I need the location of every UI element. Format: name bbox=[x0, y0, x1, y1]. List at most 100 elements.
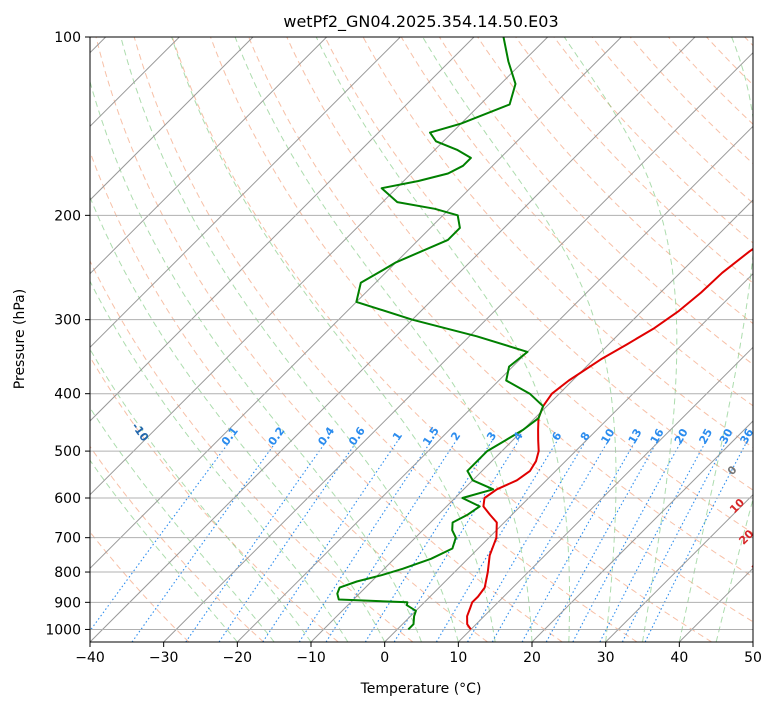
moist-adiabat-line bbox=[715, 497, 753, 642]
y-tick-label: 700 bbox=[54, 531, 81, 547]
x-tick-label: −30 bbox=[149, 650, 179, 666]
mixing-ratio-label: 1.5 bbox=[420, 425, 442, 448]
mixing-ratio-label: 1 bbox=[390, 429, 405, 443]
y-tick-label: 400 bbox=[54, 387, 81, 403]
wet-bulb-label: 20 bbox=[736, 527, 756, 547]
mixing-ratio-line bbox=[393, 440, 520, 642]
dry-adiabat-line bbox=[210, 37, 753, 623]
x-tick-label: 50 bbox=[744, 650, 762, 666]
isotherm-line bbox=[90, 37, 622, 570]
mixing-ratio-label: 16 bbox=[648, 426, 667, 446]
isotherm-line bbox=[90, 37, 549, 496]
isotherm-line bbox=[531, 420, 753, 642]
potential-temperature-label: -10 bbox=[129, 420, 151, 444]
isotherm-line bbox=[90, 37, 696, 642]
dry-adiabat-line bbox=[591, 37, 753, 204]
isotherm-line bbox=[605, 493, 753, 642]
x-tick-label: 40 bbox=[670, 650, 688, 666]
mixing-ratio-label: 8 bbox=[578, 430, 593, 443]
temperature-profile-line bbox=[466, 247, 753, 630]
wet-bulb-label: 40 bbox=[762, 583, 775, 603]
mixing-ratio-line bbox=[521, 440, 637, 642]
mixing-ratio-label: 6 bbox=[549, 429, 564, 443]
mixing-ratio-label: 0.1 bbox=[219, 425, 241, 448]
x-tick-label: 30 bbox=[597, 650, 615, 666]
dry-adiabat-line bbox=[90, 445, 264, 642]
moist-adiabat-line bbox=[315, 37, 570, 642]
mixing-ratio-line bbox=[90, 440, 231, 632]
mixing-ratio-line bbox=[572, 440, 683, 642]
dry-adiabat-line bbox=[90, 259, 414, 642]
data-series bbox=[336, 37, 753, 631]
y-tick-label: 1000 bbox=[45, 622, 81, 638]
isotherm-line bbox=[163, 51, 753, 642]
dry-adiabat-line bbox=[171, 37, 712, 642]
isotherm-line bbox=[310, 199, 753, 642]
isotherm-line bbox=[384, 272, 753, 642]
mixing-ratio-label: 13 bbox=[626, 426, 645, 446]
y-tick-label: 100 bbox=[54, 30, 81, 46]
mixing-ratio-label: 20 bbox=[672, 426, 691, 446]
background-lines bbox=[90, 37, 753, 642]
dry-adiabat-line bbox=[90, 356, 339, 642]
y-tick-label: 900 bbox=[54, 595, 81, 611]
mixing-ratio-line bbox=[262, 440, 399, 642]
y-axis-label: Pressure (hPa) bbox=[12, 289, 28, 389]
mixing-ratio-line bbox=[131, 440, 278, 642]
mixing-ratio-line bbox=[325, 440, 457, 642]
mixing-ratio-label: 4 bbox=[511, 429, 526, 443]
dry-adiabat-line bbox=[668, 37, 753, 125]
mixing-ratio-line bbox=[364, 440, 493, 642]
x-tick-label: 0 bbox=[380, 650, 389, 666]
mixing-ratio-line bbox=[491, 440, 609, 642]
x-tick-label: 20 bbox=[523, 650, 541, 666]
isotherm-line bbox=[678, 567, 753, 642]
isotherm-line bbox=[90, 37, 254, 201]
y-tick-label: 500 bbox=[54, 444, 81, 460]
moist-adiabat-line bbox=[90, 459, 238, 642]
dry-adiabat-line bbox=[477, 37, 753, 325]
mixing-ratio-label: 2 bbox=[448, 430, 463, 444]
moist-adiabat-line bbox=[678, 37, 753, 642]
dry-adiabat-line bbox=[90, 150, 488, 642]
y-tick-label: 200 bbox=[54, 208, 81, 224]
x-tick-label: 10 bbox=[449, 650, 467, 666]
dry-adiabat-line bbox=[90, 531, 190, 642]
axes: −40 −30 −20 −10 0 10 20 30 40 5010020030040050060… bbox=[45, 30, 762, 666]
isotherm-line bbox=[752, 641, 753, 642]
dry-adiabat-line bbox=[286, 37, 753, 534]
x-tick-label: −20 bbox=[223, 650, 253, 666]
x-tick-label: −40 bbox=[75, 650, 105, 666]
y-tick-label: 600 bbox=[54, 491, 81, 507]
mixing-ratio-line bbox=[621, 440, 728, 642]
dry-adiabat-line bbox=[744, 37, 753, 47]
moist-adiabat-line bbox=[90, 406, 275, 642]
mixing-ratio-line bbox=[185, 440, 328, 642]
mixing-ratio-line bbox=[298, 440, 432, 642]
wet-bulb-label: 10 bbox=[727, 496, 747, 516]
mixing-ratio-label: 3 bbox=[484, 430, 499, 443]
mixing-ratio-line bbox=[435, 440, 558, 642]
plot-frame bbox=[89, 36, 754, 643]
moist-adiabat-line bbox=[171, 37, 496, 642]
x-tick-label: −10 bbox=[296, 650, 326, 666]
isotherm-line bbox=[457, 346, 753, 642]
isotherm-line bbox=[90, 37, 475, 422]
moist-adiabat-line bbox=[90, 196, 386, 642]
moist-adiabat-line bbox=[90, 280, 349, 642]
dry-adiabat-line bbox=[553, 37, 753, 244]
y-tick-label: 800 bbox=[54, 565, 81, 581]
chart-title: wetPf2_GN04.2025.354.14.50.E03 bbox=[283, 12, 558, 32]
dry-adiabat-line bbox=[324, 37, 753, 491]
isotherm-line bbox=[236, 125, 753, 642]
dry-adiabat-line bbox=[706, 37, 753, 86]
mixing-ratio-label: 25 bbox=[696, 427, 715, 447]
mixing-ratio-line bbox=[218, 440, 358, 642]
mixing-ratio-label: 30 bbox=[717, 426, 736, 446]
mixing-ratio-label: 0.6 bbox=[346, 424, 368, 448]
dry-adiabat-line bbox=[133, 37, 638, 642]
y-tick-label: 300 bbox=[54, 313, 81, 329]
dewpoint-profile-line bbox=[336, 37, 545, 631]
moist-adiabat-line bbox=[120, 37, 459, 642]
